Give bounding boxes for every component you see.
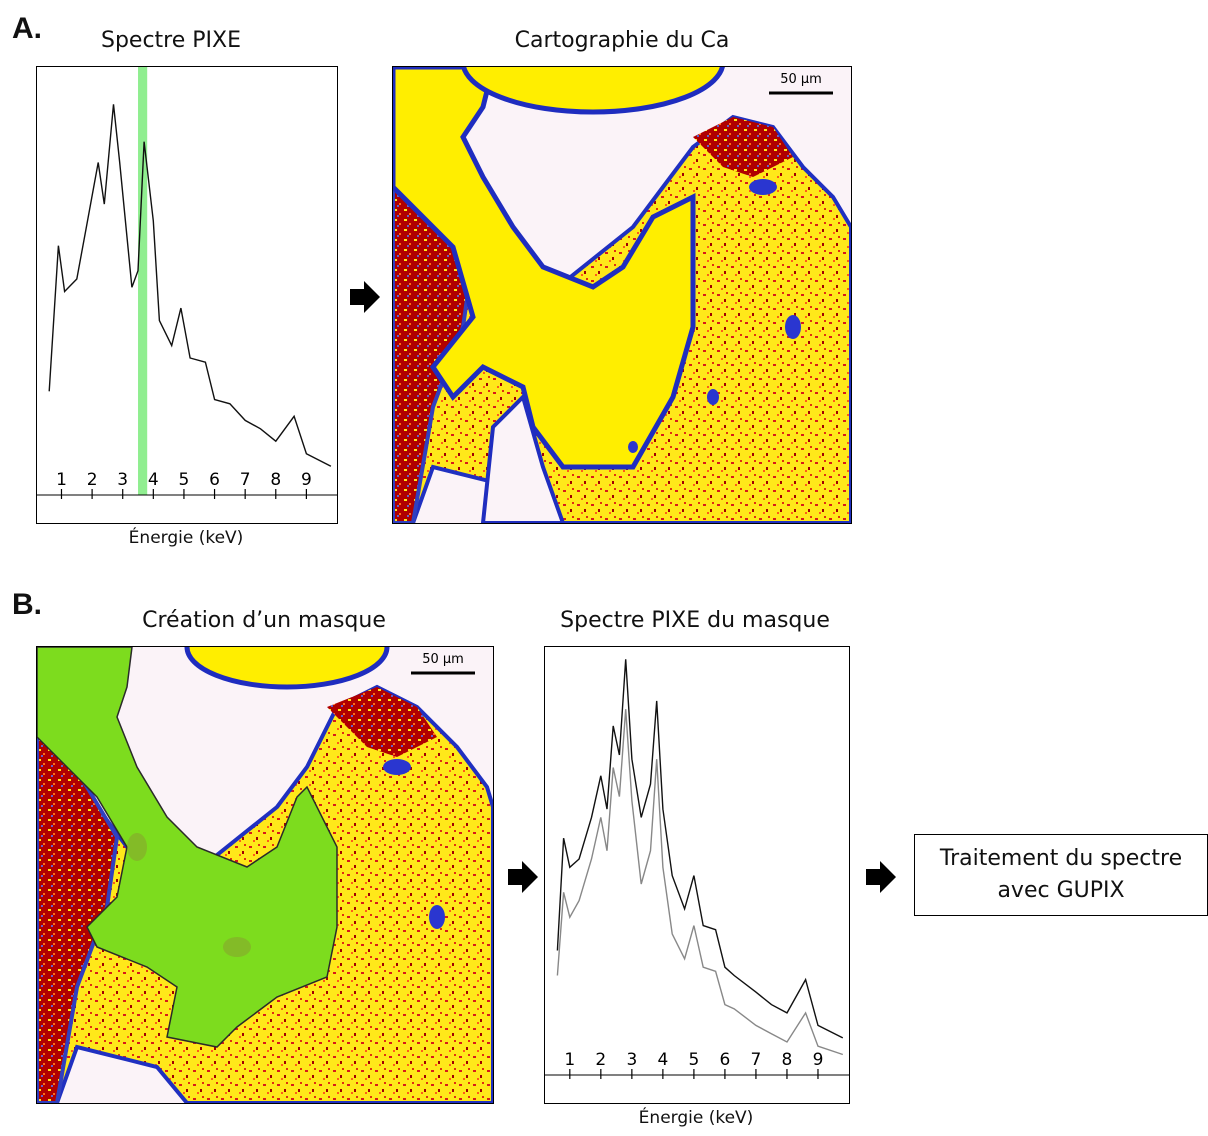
x-tick-label: 5 (688, 1050, 699, 1070)
result-line-2: avec GUPIX (997, 878, 1125, 903)
result-line-1: Traitement du spectre (939, 846, 1183, 871)
arrow-right-icon (866, 861, 896, 893)
x-tick-label: 7 (240, 470, 251, 490)
x-tick-label: 2 (87, 470, 98, 490)
spectrum-a-title: Spectre PIXE (100, 28, 241, 53)
x-tick-label: 3 (117, 470, 128, 490)
x-tick-label: 7 (751, 1050, 762, 1070)
spectrum-b-title: Spectre PIXE du masque (560, 608, 830, 633)
map-a-title: Cartographie du Ca (514, 28, 730, 53)
scale-bar-label-a: 50 µm (780, 72, 822, 87)
mask-title: Création d’un masque (142, 608, 386, 633)
x-tick-label: 8 (782, 1050, 793, 1070)
x-tick-label: 6 (720, 1050, 731, 1070)
scale-bar-label-b: 50 µm (422, 652, 464, 667)
x-tick-label: 9 (813, 1050, 824, 1070)
x-tick-label: 5 (179, 470, 190, 490)
x-tick-label: 1 (56, 470, 67, 490)
x-tick-label: 9 (301, 470, 312, 490)
energy-window-highlight (138, 67, 148, 495)
x-tick-label: 2 (595, 1050, 606, 1070)
spectrum-line-1 (556, 659, 844, 1039)
panel-b-label: B. (12, 588, 42, 621)
x-tick-label: 3 (626, 1050, 637, 1070)
x-tick-label: 4 (657, 1050, 668, 1070)
spectrum-b-xlabel: Énergie (keV) (638, 1108, 754, 1128)
spectrum-a-xlabel: Énergie (keV) (128, 528, 244, 548)
x-tick-label: 8 (270, 470, 281, 490)
spectrum-line-2 (556, 709, 844, 1056)
mask-map-b: 50 µm (36, 646, 494, 1104)
x-tick-label: 6 (209, 470, 220, 490)
mask-map-svg: 50 µm (37, 647, 493, 1103)
arrow-right-icon (350, 281, 380, 313)
ca-map-svg: 50 µm (393, 67, 851, 523)
spectrum-line-1 (48, 104, 332, 467)
ca-map-a: 50 µm (392, 66, 852, 524)
panel-a-label: A. (12, 12, 42, 45)
x-tick-label: 1 (564, 1050, 575, 1070)
arrow-right-icon (508, 861, 538, 893)
gupix-processing-box: Traitement du spectre avec GUPIX (914, 834, 1208, 916)
x-tick-label: 4 (148, 470, 159, 490)
